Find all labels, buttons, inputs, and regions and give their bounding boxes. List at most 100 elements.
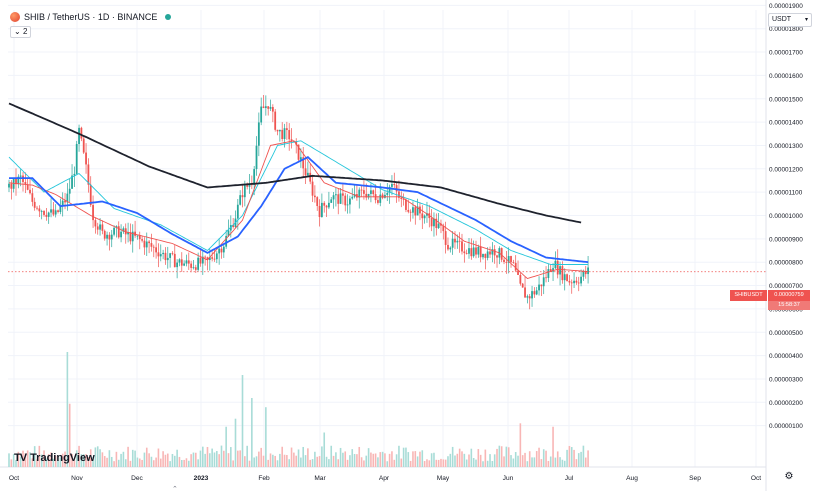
candle-body <box>176 262 179 268</box>
candle-body <box>472 247 475 257</box>
volume-bar <box>507 447 510 467</box>
volume-bar <box>89 449 92 467</box>
volume-bar <box>227 453 230 467</box>
candle-body <box>549 269 552 272</box>
candle-body <box>316 197 319 207</box>
symbol-legend[interactable]: SHIB / TetherUS · 1D · BINANCE <box>10 12 172 22</box>
volume-bar <box>232 460 234 467</box>
volume-bar <box>288 459 290 467</box>
candle-body <box>458 240 461 242</box>
volume-bar <box>514 452 517 467</box>
volume-bar <box>449 453 452 467</box>
candle-body <box>29 189 31 194</box>
candle-body <box>236 204 239 219</box>
candle-body <box>470 248 473 257</box>
y-tick-label: 0.00000200 <box>769 400 803 407</box>
volume-bar <box>395 454 398 467</box>
candle-body <box>440 223 442 226</box>
volume-bar <box>141 459 143 467</box>
candle-body <box>288 130 291 140</box>
volume-bar <box>38 445 41 467</box>
volume-bar <box>521 455 524 467</box>
volume-bar <box>138 458 141 467</box>
candle-body <box>496 255 498 258</box>
volume-bar <box>386 461 389 467</box>
volume-bar <box>106 457 108 467</box>
volume-bar <box>71 453 73 467</box>
candle-body <box>330 199 333 203</box>
y-tick-label: 0.00001200 <box>769 166 803 173</box>
volume-bar <box>398 445 400 467</box>
candle-body <box>64 200 66 203</box>
volume-bar <box>57 459 59 467</box>
candle-body <box>430 218 433 227</box>
volume-bar <box>372 453 375 467</box>
volume-bar <box>85 453 87 467</box>
volume-bar <box>370 452 372 467</box>
candle-body <box>365 193 368 198</box>
candle-body <box>71 175 73 189</box>
volume-bar <box>458 448 461 467</box>
candle-body <box>346 204 349 206</box>
candle-body <box>61 200 64 207</box>
time-scale-handle[interactable]: ⌃ <box>172 486 178 493</box>
volume-bar <box>568 445 571 467</box>
volume-bar <box>307 448 309 467</box>
tradingview-logo[interactable]: TV TradingView <box>14 452 95 464</box>
x-tick-label: Jun <box>503 475 514 482</box>
candle-body <box>461 241 463 252</box>
chart-settings-gear-icon[interactable]: ⚙ <box>784 471 794 482</box>
candle-body <box>134 231 136 236</box>
candle-body <box>66 193 69 203</box>
x-tick-label: Sep <box>689 475 701 482</box>
indicators-toggle[interactable]: ⌄ 2 <box>10 26 32 38</box>
candle-body <box>388 186 391 193</box>
candle-body <box>386 192 389 195</box>
x-tick-label: Apr <box>379 475 390 482</box>
symbol-title[interactable]: SHIB / TetherUS · 1D · BINANCE <box>24 12 158 22</box>
candle-body <box>208 257 211 261</box>
volume-bar <box>206 446 209 467</box>
candle-body <box>290 139 293 142</box>
candle-body <box>185 260 188 264</box>
candle-body <box>180 259 183 266</box>
volume-bar <box>582 445 585 467</box>
volume-bar <box>493 454 496 467</box>
volume-bar <box>117 459 120 467</box>
candle-body <box>92 205 94 221</box>
volume-bar <box>584 457 587 467</box>
candle-body <box>150 243 153 247</box>
candle-body <box>519 274 522 284</box>
y-tick-label: 0.00000800 <box>769 260 803 267</box>
currency-select[interactable]: USDT ▾ <box>768 13 812 27</box>
volume-bar <box>143 452 146 467</box>
candle-body <box>248 184 251 187</box>
candle-body <box>395 185 398 192</box>
y-tick-label: 0.00001400 <box>769 120 803 127</box>
y-tick-label: 0.00001000 <box>769 213 803 220</box>
candle-body <box>227 230 230 236</box>
candle-body <box>297 144 300 160</box>
volume-bar <box>68 403 71 467</box>
candle-body <box>183 263 186 266</box>
current-price-value: 0.00000759 <box>774 292 804 298</box>
candle-body <box>222 246 225 253</box>
candle-body <box>402 198 405 200</box>
volume-bar <box>374 453 377 467</box>
candle-body <box>255 145 258 170</box>
candle-body <box>50 209 52 213</box>
volume-bar <box>59 457 62 467</box>
candle-body <box>206 257 209 261</box>
volume-bar <box>52 458 55 467</box>
candle-body <box>211 257 214 259</box>
volume-bar <box>218 454 220 467</box>
volume-bar <box>113 461 115 467</box>
volume-bar <box>110 456 113 467</box>
volume-bar <box>251 398 253 467</box>
volume-bar <box>524 452 526 467</box>
candle-body <box>262 106 265 108</box>
volume-bar <box>45 458 48 467</box>
candle-body <box>136 235 139 237</box>
